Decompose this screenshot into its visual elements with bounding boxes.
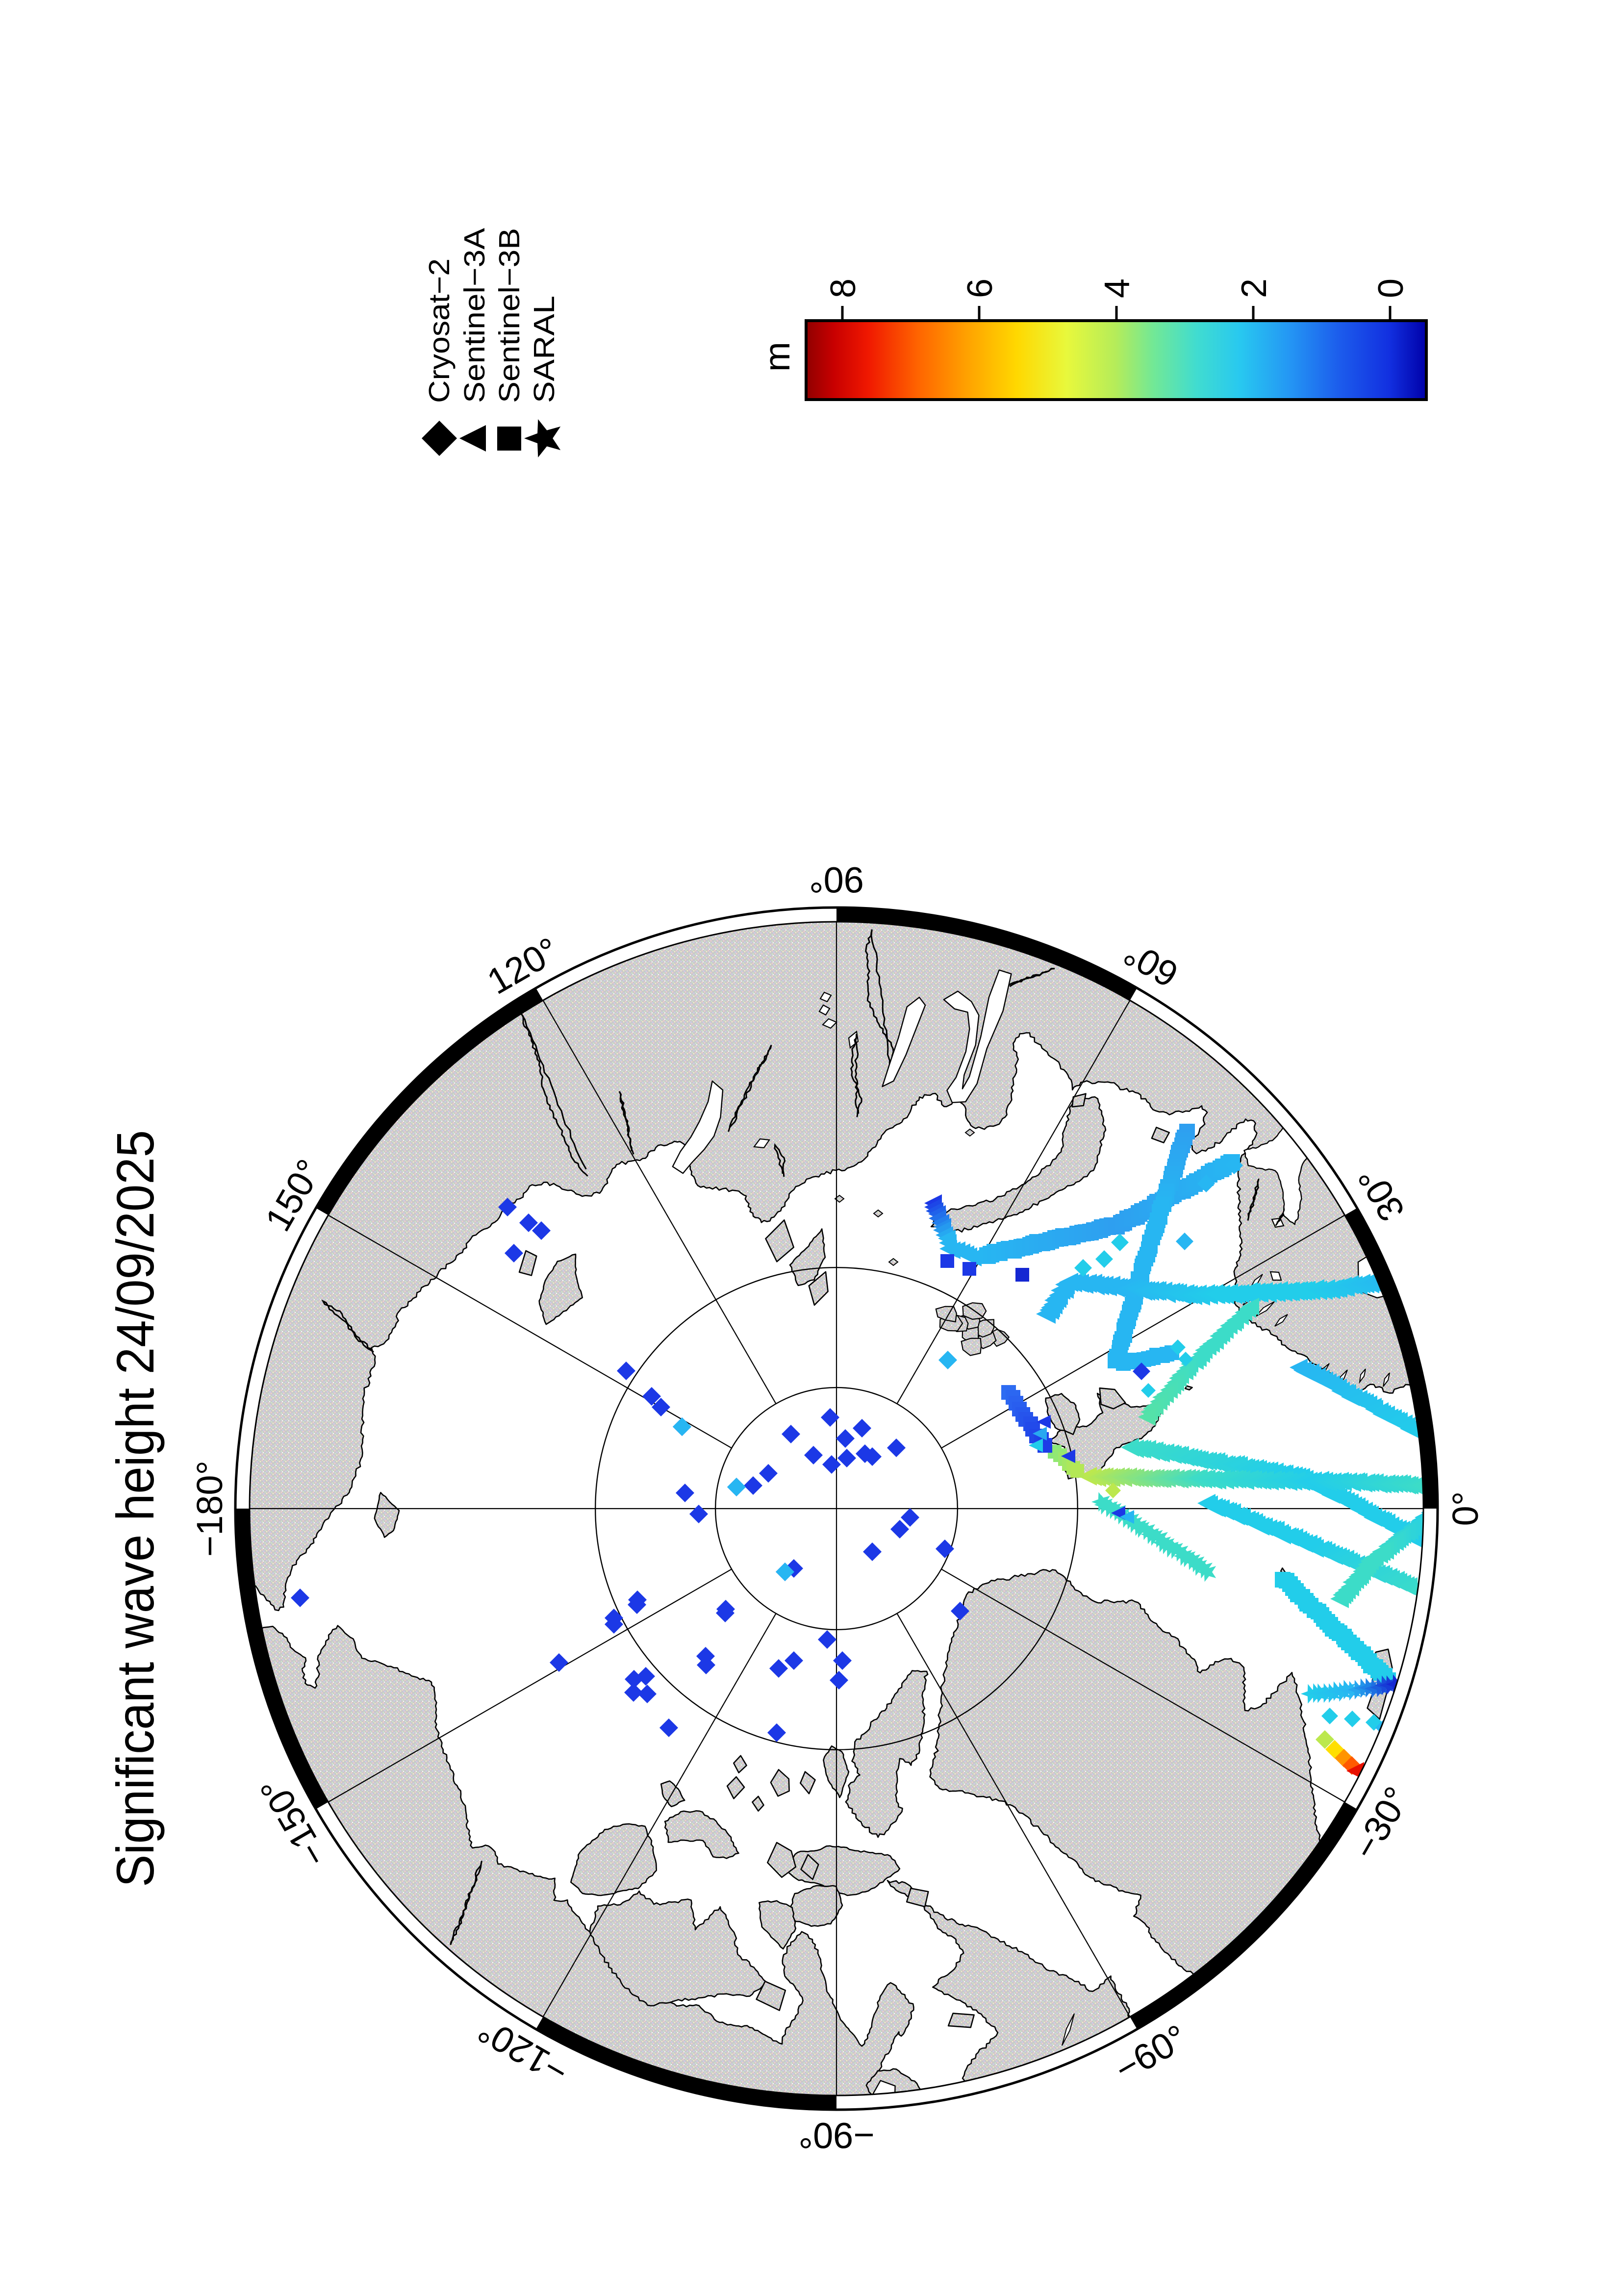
svg-text:90°: 90° <box>809 859 864 900</box>
svg-text:Sentinel−3A: Sentinel−3A <box>458 227 491 403</box>
svg-text:Sentinel−3B: Sentinel−3B <box>493 228 526 403</box>
svg-text:2: 2 <box>1235 278 1274 298</box>
svg-text:8: 8 <box>824 278 863 298</box>
svg-text:6: 6 <box>961 278 1000 298</box>
svg-text:0: 0 <box>1371 278 1411 298</box>
svg-text:−90°: −90° <box>798 2115 874 2156</box>
svg-text:m: m <box>758 342 797 372</box>
svg-text:Cryosat−2: Cryosat−2 <box>423 258 456 403</box>
svg-text:−180°: −180° <box>189 1461 230 1557</box>
svg-text:4: 4 <box>1098 278 1137 298</box>
svg-text:0°: 0° <box>1445 1491 1486 1526</box>
svg-text:SARAL: SARAL <box>528 296 560 403</box>
svg-text:Significant wave height 24/09/: Significant wave height 24/09/2025 <box>105 1130 165 1887</box>
